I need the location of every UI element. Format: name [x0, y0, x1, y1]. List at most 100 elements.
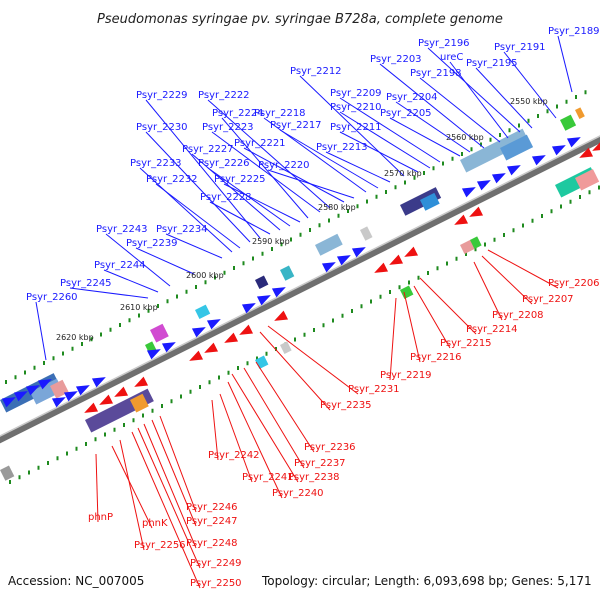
feature-block-2 [50, 379, 69, 399]
reverse-gene-arrow-25 [84, 402, 99, 413]
reverse-gene-arrow-30 [204, 342, 219, 353]
forward-gene-label: Psyr_2217 [270, 120, 322, 131]
forward-leader-line [103, 269, 159, 293]
forward-gene-arrow-3 [37, 379, 52, 390]
feature-block-9 [279, 265, 295, 281]
forward-leader-line [419, 77, 501, 143]
reverse-gene-label: Psyr_2206 [548, 278, 600, 289]
forward-gene-label: Psyr_2224 [212, 108, 264, 119]
kbp-marker: 2620 kbp [56, 333, 94, 342]
feature-block-20 [0, 465, 15, 481]
reverse-gene-label: Psyr_2256 [134, 540, 186, 551]
feature-block-10 [315, 233, 343, 256]
reverse-leader-line [211, 399, 219, 461]
reverse-gene-label: Psyr_2250 [190, 578, 242, 589]
forward-gene-arrow-19 [476, 180, 491, 191]
reverse-gene-arrow-29 [189, 350, 204, 361]
forward-gene-arrow-24 [566, 137, 581, 148]
reverse-gene-label: Psyr_2240 [272, 488, 324, 499]
tick-marks [5, 90, 600, 484]
feature-block-23 [400, 285, 414, 299]
reverse-gene-label: Psyr_2238 [288, 472, 340, 483]
forward-gene-label: Psyr_2239 [126, 238, 178, 249]
feature-block-11 [360, 226, 373, 241]
reverse-gene-arrow-26 [99, 394, 114, 405]
reverse-leader-line [243, 367, 305, 469]
forward-gene-label: Psyr_2198 [410, 68, 462, 79]
forward-leader-line [427, 47, 521, 133]
forward-leader-line [207, 167, 291, 227]
reverse-leader-line [151, 419, 197, 527]
reverse-leader-line [227, 381, 283, 499]
reverse-gene-arrow-36 [404, 246, 419, 257]
reverse-leader-line [219, 393, 253, 483]
forward-leader-line [475, 67, 533, 129]
kbp-marker: 2590 kbp [252, 237, 290, 246]
reverse-gene-label: Psyr_2215 [440, 338, 492, 349]
forward-gene-label: Psyr_2221 [234, 138, 286, 149]
kbp-marker: 2550 kbp [510, 97, 548, 106]
forward-gene-arrow-1 [13, 391, 28, 402]
map-title: Pseudomonas syringae pv. syringae B728a,… [97, 12, 503, 27]
forward-gene-label: ureC [440, 52, 463, 63]
forward-gene-arrow-16 [336, 255, 351, 266]
forward-leader-line [139, 167, 233, 253]
reverse-leader-line [143, 423, 197, 549]
kbp-markers: 2550 kbp 2560 kbp 2570 kbp 2580 kbp 2590 kbp… [56, 97, 548, 342]
reverse-gene-label: Psyr_2208 [492, 310, 544, 321]
reverse-gene-label: Psyr_2236 [304, 442, 356, 453]
reverse-gene-arrow-37 [454, 214, 469, 225]
feature-block-7 [195, 304, 211, 319]
reverse-leader-line [231, 373, 299, 483]
reverse-gene-label: Psyr_2248 [186, 538, 238, 549]
reverse-gene-arrow-38 [469, 206, 484, 217]
forward-leader-line [155, 183, 241, 249]
forward-leader-line [105, 233, 171, 287]
feature-blocks [0, 107, 600, 481]
reverse-leader-line [259, 331, 331, 411]
reverse-gene-arrow-33 [274, 310, 289, 321]
forward-leader-line [207, 99, 331, 209]
forward-leader-line [395, 101, 471, 153]
forward-gene-arrow-15 [321, 262, 336, 273]
topology-text: Topology: circular; Length: 6,093,698 bp… [262, 574, 592, 588]
reverse-leader-line [137, 427, 201, 569]
reverse-gene-label: Psyr_2219 [380, 370, 432, 381]
forward-gene-arrow-12 [241, 303, 256, 314]
forward-leader-line [165, 233, 223, 259]
feature-block-15 [500, 134, 534, 161]
reverse-gene-arrow-27 [114, 386, 129, 397]
forward-gene-label: Psyr_2233 [130, 158, 182, 169]
forward-gene-label: Psyr_2204 [386, 92, 438, 103]
feature-block-5 [150, 323, 169, 343]
forward-gene-label: Psyr_2222 [198, 90, 250, 101]
reverse-leader-line [267, 325, 359, 395]
forward-leader-line [325, 151, 391, 183]
forward-leader-line [211, 131, 321, 213]
forward-gene-arrow-23 [551, 145, 566, 156]
reverse-gene-arrow-39 [579, 147, 594, 158]
reverse-gene-label: Psyr_2242 [208, 450, 260, 461]
forward-gene-arrow-20 [491, 173, 506, 184]
feature-block-25 [279, 341, 292, 354]
reverse-gene-label: Psyr_2249 [190, 558, 242, 569]
genome-backbone [0, 135, 600, 444]
forward-leader-line [145, 131, 251, 243]
reverse-leader-line [95, 453, 99, 523]
feature-block-22 [470, 236, 482, 249]
reverse-gene-label: Psyr_2216 [410, 352, 462, 363]
feature-block-19 [574, 169, 600, 191]
reverse-gene-label: Psyr_2235 [320, 400, 372, 411]
feature-block-4 [130, 393, 149, 413]
reverse-leader-line [159, 415, 197, 513]
gene-arrows [1, 137, 600, 413]
forward-leader-line [379, 63, 485, 149]
reverse-leader-line [119, 439, 145, 551]
reverse-gene-arrow-34 [374, 262, 389, 273]
reverse-gene-label: phnK [142, 518, 168, 529]
forward-leader-line [299, 75, 405, 177]
reverse-gene-arrow-35 [389, 254, 404, 265]
feature-block-17 [574, 107, 585, 119]
forward-leader-line [223, 183, 301, 223]
